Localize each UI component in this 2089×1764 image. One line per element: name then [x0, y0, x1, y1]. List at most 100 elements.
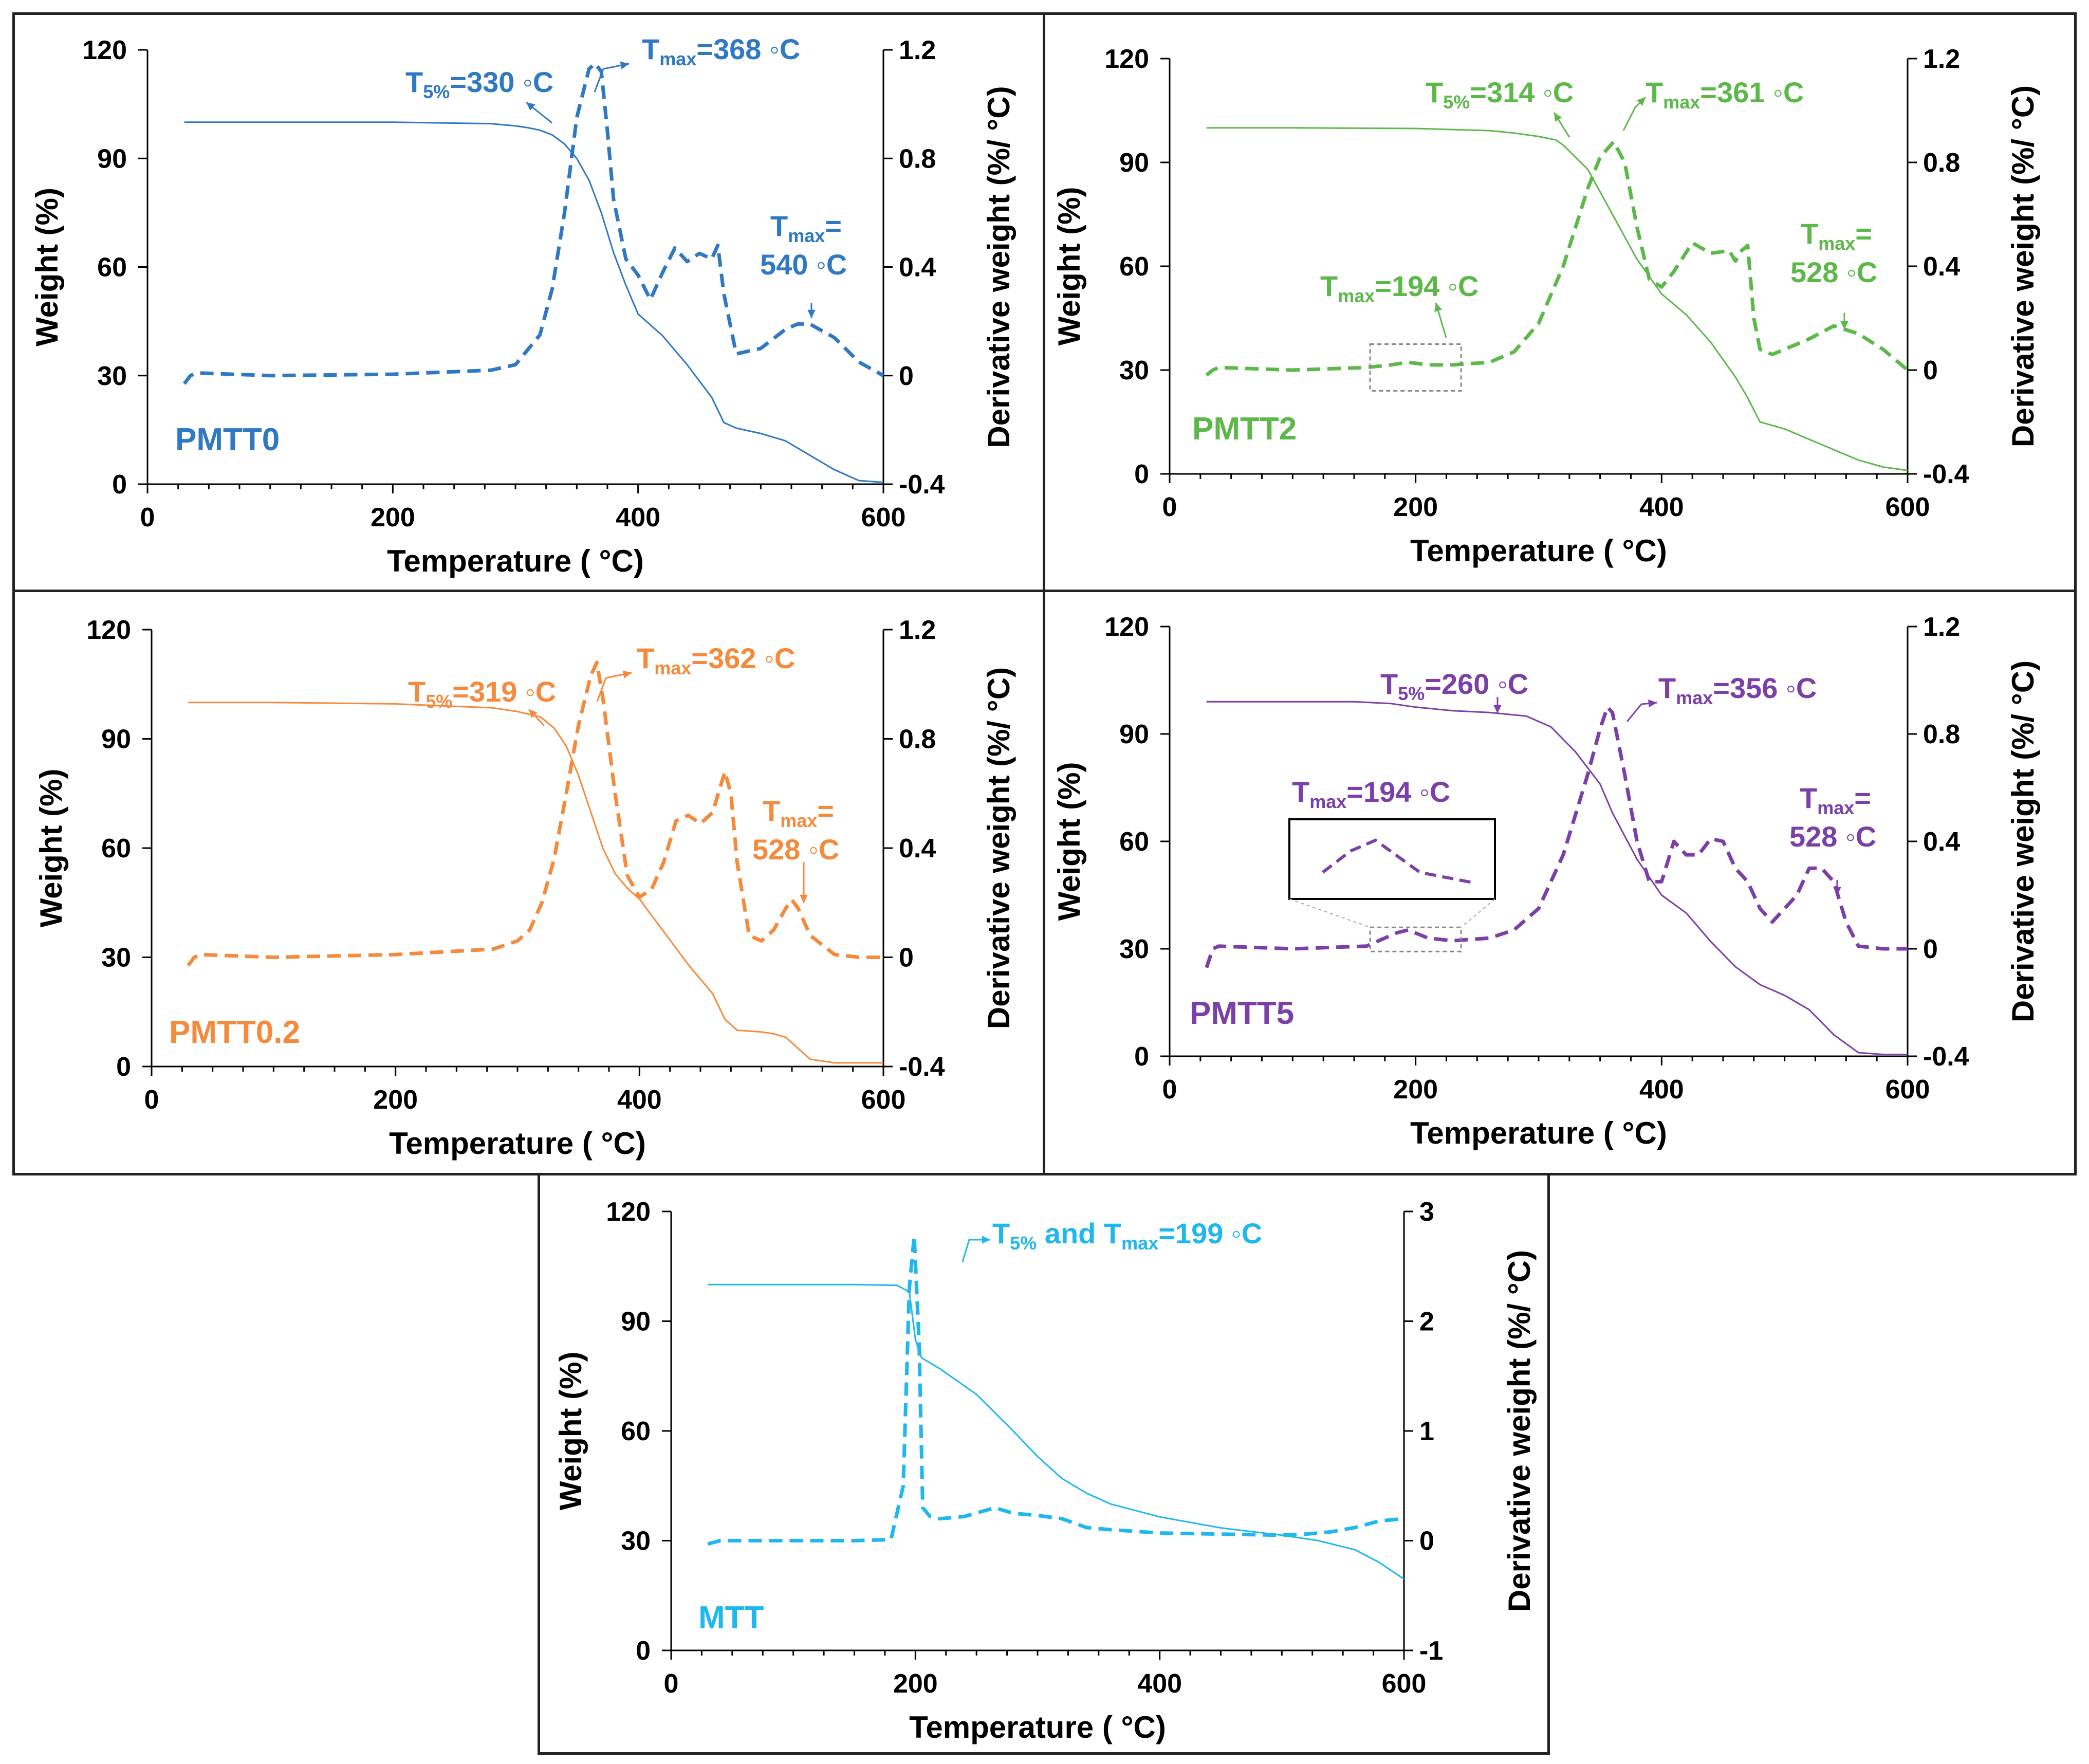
derivative-point	[1747, 881, 1748, 882]
y-left-tick-label: 0	[636, 1636, 651, 1666]
annotation-text-part: =194 ◦C	[1346, 776, 1450, 808]
annotation-text-part: =356 ◦C	[1713, 672, 1817, 704]
annotation-label: T5% and Tmax=199 ◦C	[992, 1217, 1262, 1254]
derivative-point	[663, 861, 664, 862]
zoom-region-box	[1369, 343, 1462, 392]
derivative-weight-line	[1205, 705, 1908, 968]
annotation-text-part: T	[1800, 782, 1817, 814]
x-tick-label: 200	[1393, 1075, 1438, 1105]
derivative-point	[1661, 881, 1662, 882]
weight-line	[1206, 127, 1908, 471]
x-tick-label: 600	[861, 1085, 906, 1115]
y-right-tick-label: 0.4	[899, 834, 936, 863]
derivative-point	[1649, 881, 1650, 882]
weight-point	[688, 964, 689, 965]
derivative-point	[964, 1516, 965, 1517]
y-left-tick-label: 120	[606, 1197, 651, 1227]
annotation-label: Tmax=361 ◦C	[1646, 76, 1804, 113]
derivative-weight-line	[707, 1234, 1404, 1546]
annotation-label: Tmax=	[763, 795, 834, 831]
derivative-point	[909, 1288, 910, 1289]
derivative-point	[1624, 162, 1625, 163]
weight-point	[834, 469, 835, 470]
annotation-arrow	[594, 63, 630, 93]
x-tick-label: 200	[373, 1085, 418, 1115]
y-right-tick-label: 1.2	[899, 35, 936, 65]
y-right-axis-title: Derivative weight (%/ °C)	[982, 86, 1016, 448]
y-right-tick-label: 1.2	[1923, 612, 1960, 642]
annotation-text-part: max	[1309, 791, 1346, 812]
annotation-text-part: max	[1338, 285, 1375, 306]
derivative-point	[194, 957, 195, 958]
annotation-arrowhead	[1833, 887, 1841, 895]
weight-point	[1452, 710, 1453, 711]
panel-mtt: 0 200 400 600 0 30 60 90 120 -1 0 1 2 3 Temperature ( …	[538, 1173, 1550, 1755]
y-right-axis-title: Derivative weight (%/ °C)	[2006, 85, 2040, 447]
annotation-text-part: T	[770, 210, 788, 242]
y-right-tick-label: 0	[1419, 1527, 1434, 1556]
derivative-point	[883, 375, 884, 376]
annotation-text-part: =260 ◦C	[1425, 668, 1528, 700]
y-right-tick-label: 0	[899, 361, 914, 391]
y-left-tick-label: 90	[1119, 720, 1149, 749]
y-left-tick-label: 0	[1134, 1042, 1149, 1072]
annotation-text-part: T	[763, 795, 780, 827]
zoom-region-box	[1369, 926, 1462, 952]
annotation-text-part: =194 ◦C	[1375, 270, 1478, 302]
derivative-point	[1218, 367, 1219, 368]
annotation-text-part: T	[637, 642, 654, 674]
inset-box	[1288, 818, 1496, 900]
annotation-text-part: =361 ◦C	[1700, 76, 1804, 108]
weight-point	[601, 212, 602, 213]
derivative-point	[1212, 370, 1213, 371]
annotation-text-part: max	[788, 225, 825, 246]
derivative-point	[1741, 250, 1742, 251]
annotation-text-part: 5%	[1443, 91, 1470, 113]
y-left-tick-label: 30	[1119, 356, 1149, 385]
derivative-point	[1587, 774, 1588, 775]
annotation-text-part: T	[408, 675, 426, 708]
y-right-tick-label: -1	[1419, 1636, 1443, 1666]
y-left-tick-label: 60	[101, 834, 131, 863]
y-right-tick-label: 0.8	[899, 725, 936, 755]
weight-point	[1415, 128, 1416, 129]
annotation-text-part: =362 ◦C	[691, 642, 795, 674]
weight-point	[1575, 751, 1576, 752]
weight-point	[883, 1062, 884, 1063]
y-right-tick-label: 0.4	[1923, 827, 1960, 857]
y-right-axis-title: Derivative weight (%/ °C)	[982, 667, 1016, 1029]
x-tick-label: 400	[616, 503, 660, 532]
derivative-point	[650, 299, 651, 300]
weight-point	[687, 364, 688, 365]
annotation-text-part: max	[654, 657, 691, 678]
derivative-weight-line	[187, 660, 883, 967]
y-left-tick-label: 120	[1104, 612, 1149, 642]
annotation-label: T5%=260 ◦C	[1380, 668, 1528, 704]
derivative-point	[188, 965, 189, 966]
sample-label: MTT	[698, 1600, 764, 1636]
chart-pmtt0: 0 200 400 600 0 30 60 90 120 -0.4 0 0.4 0.8 1.2 Temper…	[30, 33, 1016, 578]
y-right-tick-label: 0.4	[1923, 252, 1960, 282]
y-left-tick-label: 60	[1119, 252, 1149, 282]
y-right-tick-label: 0	[1923, 356, 1938, 385]
derivative-point	[564, 212, 565, 213]
x-tick-label: 600	[1885, 492, 1930, 522]
derivative-point	[1575, 814, 1576, 815]
derivative-point	[1784, 908, 1785, 909]
y-right-tick-label: 1.2	[899, 615, 936, 645]
x-tick-label: 0	[664, 1669, 679, 1699]
weight-point	[1292, 127, 1293, 128]
x-tick-label: 0	[1162, 492, 1177, 522]
annotation-text-part: =314 ◦C	[1470, 76, 1574, 108]
derivative-point	[1747, 245, 1748, 246]
x-tick-label: 200	[893, 1669, 938, 1699]
y-left-tick-label: 30	[621, 1527, 651, 1556]
weight-line	[188, 702, 883, 1064]
weight-point	[188, 702, 189, 703]
y-right-tick-label: 3	[1419, 1197, 1434, 1227]
y-right-tick-label: 0	[1923, 934, 1938, 964]
annotation-label: Tmax=	[770, 210, 842, 246]
y-right-tick-label: 0.8	[1923, 720, 1960, 749]
annotation-text-part: =	[817, 795, 834, 827]
chart-pmtt2: 0 200 400 600 0 30 60 90 120 -0.4 0 0.4 0.8 1.2 Temper…	[1052, 44, 2040, 568]
